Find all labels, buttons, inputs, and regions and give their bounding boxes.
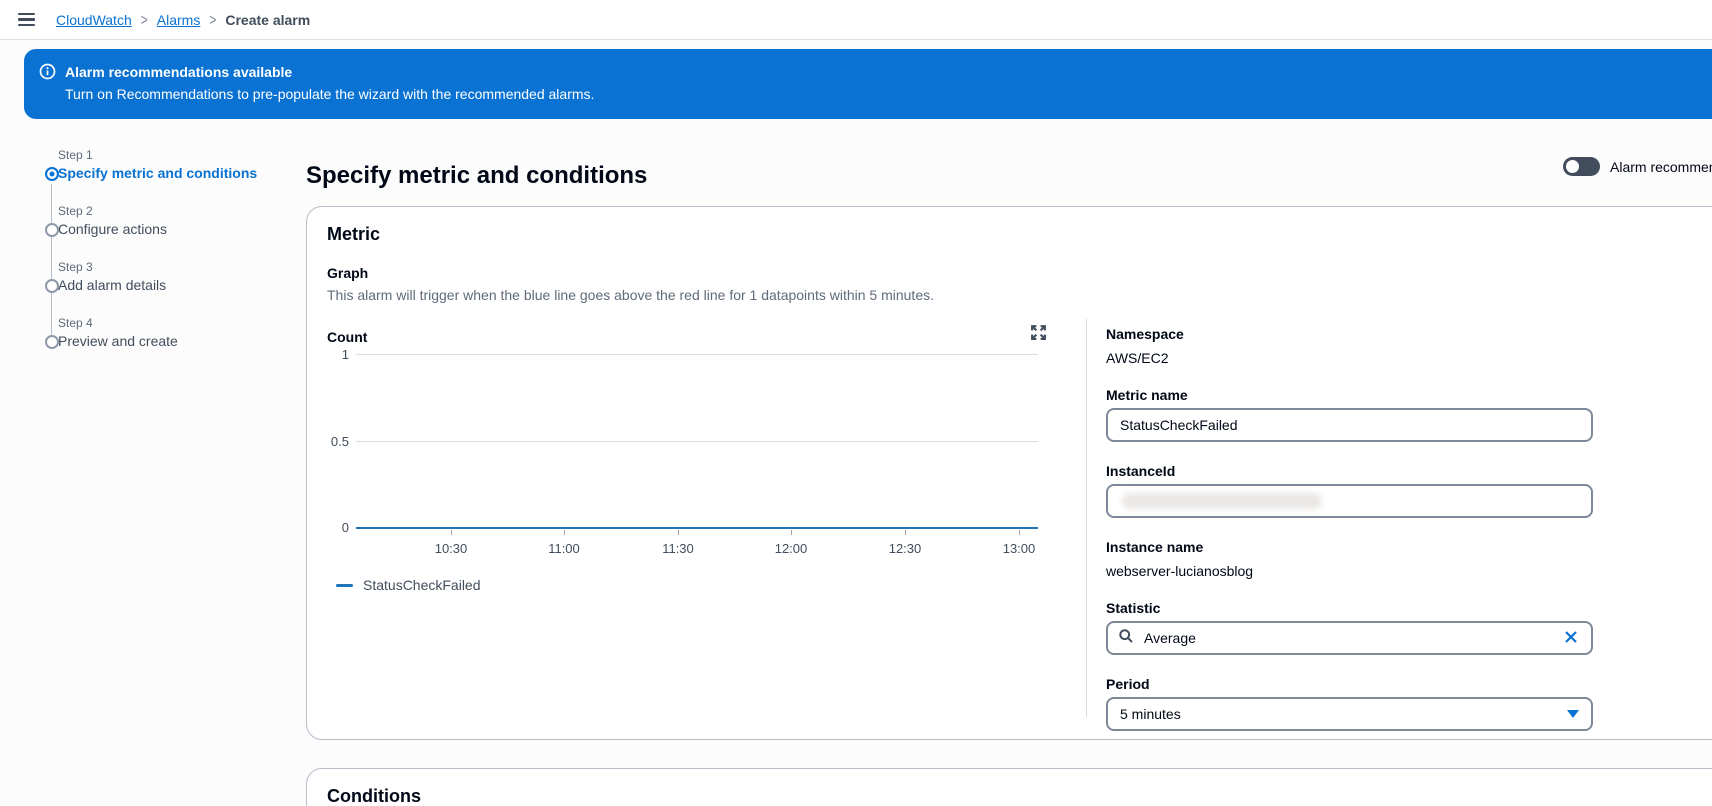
alarm-recommendations-banner: Alarm recommendations available Turn on … [24,49,1712,119]
expand-chart-button[interactable] [1027,323,1049,345]
y-tick-label: 0 [341,520,349,535]
toggle-label: Alarm recommend [1610,158,1712,175]
namespace-label: Namespace [1106,326,1184,342]
chart-unit-label: Count [327,329,368,345]
top-nav: CloudWatch > Alarms > Create alarm [0,0,1712,40]
x-tick-label: 13:00 [1002,541,1036,556]
instance-name-label: Instance name [1106,539,1204,555]
step-1-specify-metric[interactable]: Step 1 Specify metric and conditions [24,144,274,183]
toggle-off-icon[interactable] [1563,157,1600,176]
breadcrumb-current: Create alarm [225,11,311,28]
legend-label: StatusCheckFailed [363,577,481,593]
graph-description: This alarm will trigger when the blue li… [327,287,934,303]
info-icon [39,63,56,119]
period-label: Period [1106,676,1150,692]
legend-item-statuscheckfailed[interactable]: StatusCheckFailed [336,577,481,593]
instance-id-label: InstanceId [1106,463,1176,479]
x-tick-label: 11:30 [662,541,694,556]
legend-color-dash-icon [336,583,353,587]
metric-card: Metric Graph This alarm will trigger whe… [306,206,1712,740]
clear-statistic-button[interactable] [1561,627,1581,650]
chevron-right-icon: > [209,10,217,29]
metric-name-group: Metric name [1106,386,1593,442]
x-tick-mark [905,530,906,535]
banner-title: Alarm recommendations available [65,64,293,80]
namespace-value: AWS/EC2 [1106,350,1169,366]
instance-name-group: Instance name webserver-lucianosblog [1106,538,1593,581]
banner-message: Turn on Recommendations to pre-populate … [65,86,595,102]
step-4-preview-and-create[interactable]: Step 4 Preview and create [24,312,274,351]
wizard-steps-nav: Step 1 Specify metric and conditions Ste… [24,144,274,368]
x-tick-label: 11:00 [548,541,580,556]
metric-card-title: Metric [327,224,381,244]
series-line-statuscheckfailed [356,527,1038,529]
close-icon [1563,629,1579,648]
metric-name-label: Metric name [1106,387,1188,403]
step-number: Step 4 [58,316,93,330]
step-label: Add alarm details [58,277,167,293]
step-radio-icon [45,279,59,293]
statistic-group: Statistic [1106,599,1593,655]
y-tick-label: 1 [341,347,349,362]
steps-connector-line [51,184,52,344]
breadcrumb-alarms-link[interactable]: Alarms [156,11,201,28]
metric-name-input[interactable] [1106,408,1593,442]
hamburger-menu-icon[interactable] [18,13,35,26]
gridline-1 [356,354,1038,355]
search-icon [1118,628,1134,649]
x-tick-mark [791,530,792,535]
step-number: Step 3 [58,260,93,274]
step-3-add-alarm-details[interactable]: Step 3 Add alarm details [24,256,274,295]
step-label: Preview and create [58,333,178,349]
statistic-search-field[interactable] [1106,621,1593,655]
redacted-value [1122,493,1322,509]
page-title: Specify metric and conditions [306,162,648,190]
breadcrumb: CloudWatch > Alarms > Create alarm [56,10,311,29]
instance-name-value: webserver-lucianosblog [1106,563,1254,579]
x-tick-mark [564,530,565,535]
x-tick-label: 12:30 [888,541,922,556]
step-number: Step 2 [58,204,93,218]
graph-label: Graph [327,265,369,281]
x-tick-label: 10:30 [434,541,468,556]
step-label: Configure actions [58,221,167,237]
alarm-recommendations-toggle[interactable]: Alarm recommend [1563,157,1712,176]
step-radio-icon [45,223,59,237]
x-tick-mark [451,530,452,535]
x-tick-label: 12:00 [774,541,808,556]
vertical-divider [1086,319,1087,717]
step-label: Specify metric and conditions [58,165,258,181]
y-tick-label: 0.5 [330,434,349,449]
step-active-radio-icon [45,167,59,181]
statistic-label: Statistic [1106,600,1161,616]
step-2-configure-actions[interactable]: Step 2 Configure actions [24,200,274,239]
step-radio-icon [45,335,59,349]
banner-text: Alarm recommendations available Turn on … [65,62,594,119]
chevron-down-icon [1567,710,1579,718]
period-selected-value: 5 minutes [1120,706,1181,722]
period-select[interactable]: 5 minutes [1106,697,1593,731]
conditions-card-title: Conditions [327,786,421,806]
instance-id-group: InstanceId [1106,462,1593,518]
conditions-card: Conditions [306,768,1712,806]
namespace-group: Namespace AWS/EC2 [1106,325,1593,368]
x-tick-mark [1019,530,1020,535]
chevron-right-icon: > [140,10,148,29]
breadcrumb-cloudwatch-link[interactable]: CloudWatch [56,11,132,28]
x-tick-mark [678,530,679,535]
expand-icon [1030,324,1047,344]
step-number: Step 1 [58,148,93,162]
period-group: Period 5 minutes [1106,675,1593,731]
statistic-input[interactable] [1142,629,1553,647]
instance-id-input[interactable] [1106,484,1593,518]
gridline-0-5 [356,441,1038,442]
